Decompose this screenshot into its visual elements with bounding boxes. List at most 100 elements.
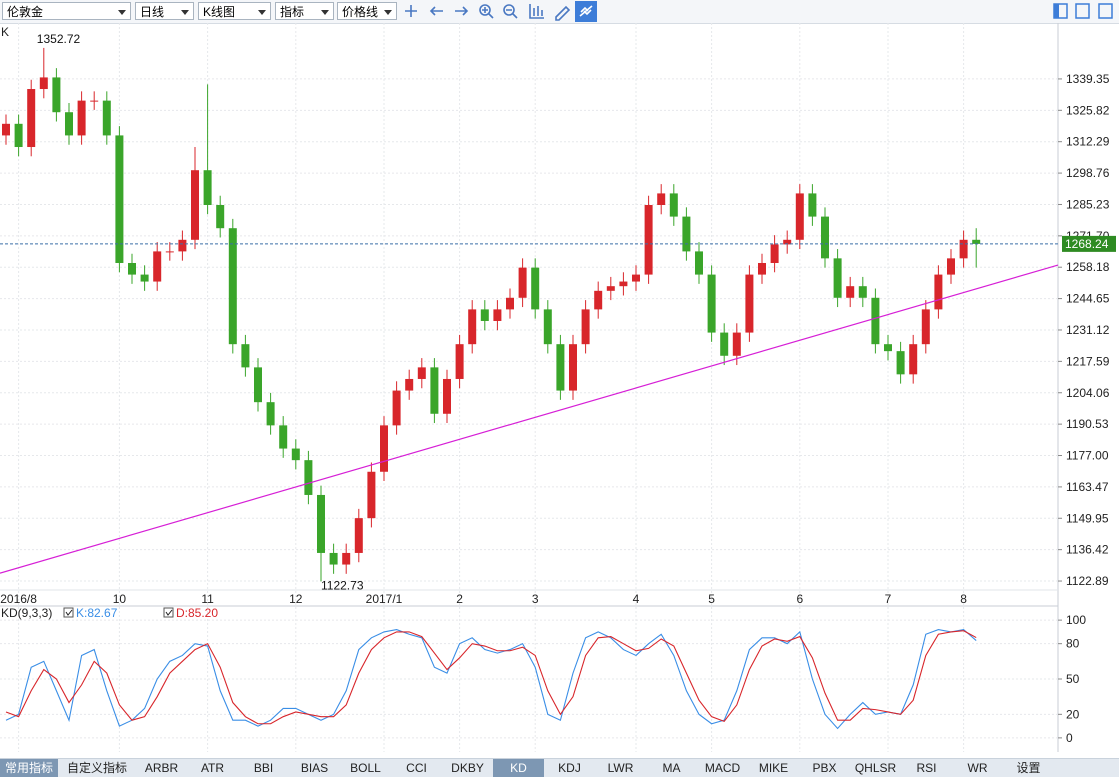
candle-body: [291, 448, 300, 461]
x-tick-label: 5: [708, 592, 715, 606]
indicator-tab[interactable]: BBI: [253, 761, 274, 775]
price-line-select[interactable]: 价格线: [337, 2, 397, 20]
candle-body: [392, 390, 401, 426]
y-tick-label: 1217.59: [1066, 354, 1110, 368]
zoom-in-icon[interactable]: [479, 4, 494, 19]
indicator-tab[interactable]: DKBY: [451, 761, 484, 775]
layout-icon-2[interactable]: [1075, 3, 1090, 19]
indicator-select[interactable]: 指标: [275, 2, 334, 20]
candle-body: [644, 205, 653, 275]
layout-icon-3[interactable]: [1098, 3, 1113, 19]
candle-body: [254, 367, 262, 403]
candle-body: [795, 193, 804, 240]
trendline: [0, 264, 1059, 574]
candle-body: [39, 77, 48, 90]
candle-body: [65, 112, 73, 136]
candle-body: [808, 193, 817, 217]
candle-body: [342, 552, 351, 565]
indicator-tab[interactable]: LWR: [607, 761, 634, 775]
indicator-tab[interactable]: BIAS: [300, 761, 329, 775]
indicator-tab[interactable]: MACD: [704, 761, 741, 775]
candle-body: [581, 309, 590, 345]
x-tick-label: 7: [885, 592, 892, 606]
indicator-tab[interactable]: WR: [967, 761, 988, 775]
x-tick-label: 4: [633, 592, 640, 606]
y-tick-label: 1231.12: [1066, 323, 1110, 337]
y-tick-label: 1244.65: [1066, 292, 1110, 306]
period-select[interactable]: 日线: [135, 2, 194, 20]
right-icon[interactable]: [455, 6, 469, 16]
layout-icon-fill: [1054, 4, 1059, 18]
kd-line: [5, 628, 977, 730]
candle-body: [102, 100, 111, 136]
left-icon[interactable]: [429, 6, 443, 16]
candle-body: [115, 135, 124, 263]
candle-body: [27, 89, 36, 148]
y-tick-label: 1136.42: [1066, 543, 1109, 557]
indicator-tab[interactable]: BOLL: [350, 761, 381, 775]
crosshair-icon[interactable]: [405, 5, 417, 17]
low-annotation: 1122.73: [321, 578, 364, 592]
candle-body: [846, 286, 855, 298]
y-tick-label: 1339.35: [1066, 72, 1110, 86]
candle-body: [543, 309, 552, 345]
indicator-tab[interactable]: ARBR: [144, 761, 179, 775]
y-tick-label: 1204.06: [1066, 386, 1110, 400]
indicator-tab[interactable]: ATR: [200, 761, 225, 775]
bars-icon[interactable]: [529, 4, 544, 19]
y-tick-label: 1149.95: [1066, 511, 1109, 525]
candle-body: [770, 244, 779, 263]
candle-body: [178, 239, 187, 252]
zoom-out-icon[interactable]: [503, 4, 518, 19]
candle-body: [909, 344, 918, 375]
indicator-tab[interactable]: CCI: [406, 761, 427, 775]
x-tick-label: 2016/8: [0, 592, 37, 606]
x-tick-label: 12: [289, 592, 303, 606]
toolbar: 伦敦金 日线 K线图 指标 价格线: [0, 0, 1119, 24]
legend-label: K:82.67: [76, 606, 118, 620]
indicator-tab[interactable]: PBX: [812, 761, 837, 775]
candle-body: [972, 239, 981, 244]
candle-body: [405, 378, 414, 391]
indicator-tab[interactable]: QHLSR: [854, 761, 897, 775]
last-price-label: 1268.24: [1065, 237, 1109, 251]
indicator-tab[interactable]: KDJ: [558, 761, 581, 775]
indicator-tab[interactable]: KD: [493, 759, 544, 777]
indicator-tab[interactable]: 常用指标: [0, 759, 58, 777]
indicator-tab[interactable]: MIKE: [758, 761, 789, 775]
indicator-tab[interactable]: 设置: [1016, 761, 1041, 775]
x-tick-label: 2017/1: [366, 592, 403, 606]
x-tick-label: 8: [960, 592, 967, 606]
candle-body: [90, 100, 99, 102]
candle-body: [216, 205, 225, 229]
candle-body: [77, 100, 86, 136]
axis-title: K: [1, 25, 9, 39]
legend-check: [165, 609, 173, 616]
candle-body: [417, 367, 426, 379]
candle-body: [443, 378, 451, 414]
indicator-tab[interactable]: 自定义指标: [66, 761, 127, 775]
candle-body: [531, 267, 540, 310]
y-tick-label: 1325.82: [1066, 103, 1110, 117]
candle-body: [191, 170, 199, 240]
candle-body: [153, 251, 162, 282]
symbol-select[interactable]: 伦敦金: [2, 2, 131, 20]
indicator-tab[interactable]: RSI: [916, 761, 937, 775]
candle-body: [934, 274, 943, 310]
style-select[interactable]: K线图: [198, 2, 271, 20]
draw-icon[interactable]: [555, 5, 571, 21]
indicator-tab[interactable]: MA: [662, 761, 681, 775]
candle-body: [480, 309, 489, 321]
candle-body: [707, 274, 716, 333]
indicator-tabs: 常用指标 自定义指标 ARBR ATR BBI BIAS BOLL CCI DKBY KD KDJ L…: [0, 758, 1119, 777]
candle-body: [594, 290, 603, 310]
y-tick-label: 1312.29: [1066, 135, 1110, 149]
candle-body: [52, 77, 61, 113]
candle-body: [606, 286, 615, 291]
candle-body: [821, 216, 829, 259]
candle-body: [279, 425, 288, 449]
candle-body: [619, 281, 628, 287]
candle-body: [758, 262, 766, 275]
candle-body: [455, 344, 464, 379]
